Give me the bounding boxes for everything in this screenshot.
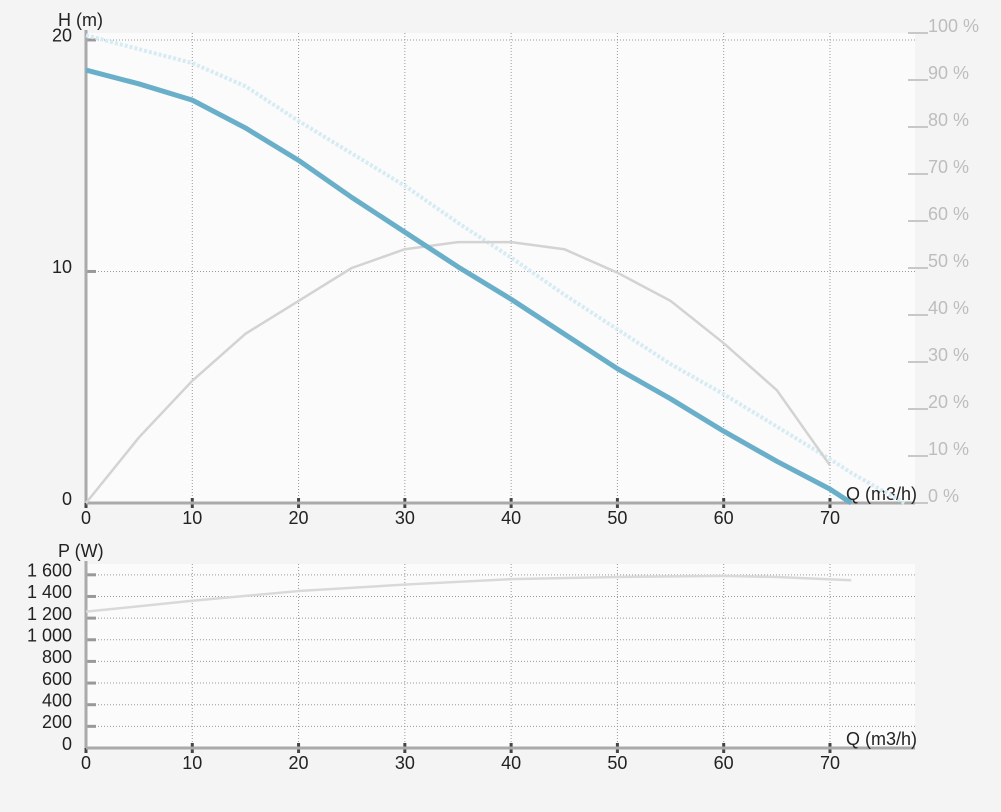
x-tick-label: 40 bbox=[501, 753, 521, 773]
y-tick-label: 200 bbox=[42, 712, 72, 732]
x-tick-label: 10 bbox=[182, 753, 202, 773]
x-tick-label: 20 bbox=[289, 753, 309, 773]
series-line bbox=[85, 574, 852, 613]
plot-area bbox=[86, 33, 915, 503]
x-tick-label: 20 bbox=[289, 508, 309, 528]
x-tick-label: 70 bbox=[820, 508, 840, 528]
y2-tick-label: 100 % bbox=[928, 16, 979, 36]
x-tick-label: 70 bbox=[820, 753, 840, 773]
x-tick-label: 40 bbox=[501, 508, 521, 528]
y-tick-label: 0 bbox=[62, 489, 72, 509]
y2-tick-label: 20 % bbox=[928, 392, 969, 412]
x-tick-label: 10 bbox=[182, 508, 202, 528]
x-tick-label: 60 bbox=[714, 508, 734, 528]
x-tick-label: 0 bbox=[81, 753, 91, 773]
y2-tick-label: 90 % bbox=[928, 63, 969, 83]
plot-area bbox=[86, 564, 915, 748]
y-tick-label: 20 bbox=[52, 26, 72, 46]
y2-tick-label: 40 % bbox=[928, 298, 969, 318]
x-axis-label: Q (m3/h) bbox=[846, 484, 917, 504]
y-tick-label: 1 400 bbox=[27, 582, 72, 602]
x-axis-label: Q (m3/h) bbox=[846, 729, 917, 749]
x-tick-label: 0 bbox=[81, 508, 91, 528]
y-tick-label: 1 000 bbox=[27, 626, 72, 646]
y-tick-label: 10 bbox=[52, 257, 72, 277]
y2-tick-label: 10 % bbox=[928, 439, 969, 459]
y-tick-label: 1 600 bbox=[27, 561, 72, 581]
y2-tick-label: 60 % bbox=[928, 204, 969, 224]
x-tick-label: 50 bbox=[607, 753, 627, 773]
y-tick-label: 1 200 bbox=[27, 604, 72, 624]
y-tick-label: 0 bbox=[62, 734, 72, 754]
y-axis-label: P (W) bbox=[58, 541, 104, 561]
y-tick-label: 800 bbox=[42, 647, 72, 667]
series-line bbox=[85, 67, 853, 506]
x-tick-label: 60 bbox=[714, 753, 734, 773]
series-line bbox=[85, 240, 831, 504]
y2-tick-label: 30 % bbox=[928, 345, 969, 365]
y-tick-label: 600 bbox=[42, 669, 72, 689]
y-axis-label: H (m) bbox=[58, 10, 103, 30]
x-tick-label: 30 bbox=[395, 753, 415, 773]
x-tick-label: 50 bbox=[607, 508, 627, 528]
y2-tick-label: 80 % bbox=[928, 110, 969, 130]
y2-tick-label: 70 % bbox=[928, 157, 969, 177]
y-tick-label: 400 bbox=[42, 690, 72, 710]
y2-tick-label: 0 % bbox=[928, 486, 959, 506]
y2-tick-label: 50 % bbox=[928, 251, 969, 271]
x-tick-label: 30 bbox=[395, 508, 415, 528]
